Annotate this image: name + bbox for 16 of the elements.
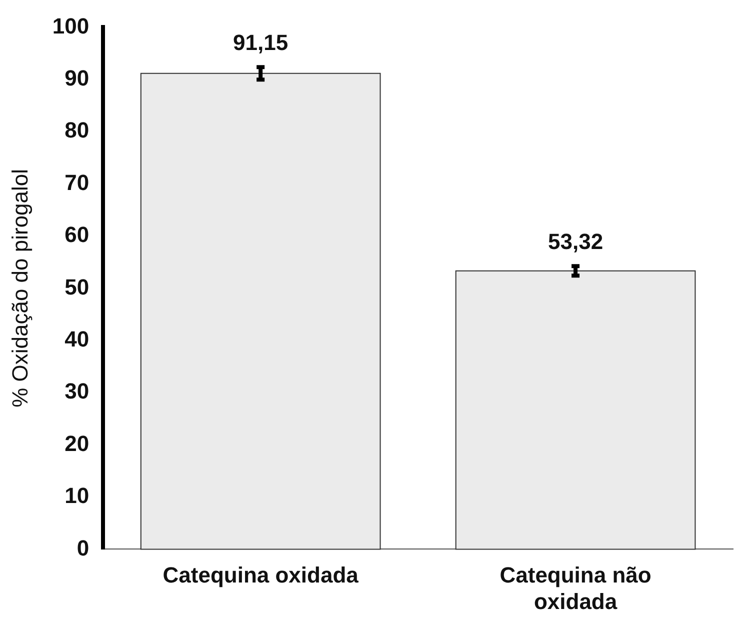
y-tick-label: 30 xyxy=(64,378,90,404)
y-tick-label: 10 xyxy=(64,483,90,508)
x-tick-label: Catequina oxidada xyxy=(162,562,360,588)
data-label: 91,15 xyxy=(233,30,288,56)
y-tick-label: 100 xyxy=(52,13,90,38)
y-tick-label: 20 xyxy=(64,430,90,456)
y-tick-label: 40 xyxy=(64,326,90,352)
y-tick-label: 80 xyxy=(64,118,90,143)
y-axis-title: % Oxidação do pirogalol xyxy=(7,168,32,408)
y-tick-label: 60 xyxy=(64,222,90,248)
y-tick-label: 90 xyxy=(64,65,90,90)
y-tick-label: 70 xyxy=(64,170,90,195)
y-tick-label: 0 xyxy=(76,535,90,560)
y-tick-label: 50 xyxy=(64,274,90,300)
data-label: 53,32 xyxy=(548,229,604,254)
x-tick-label: Catequina não oxidada xyxy=(500,562,652,614)
